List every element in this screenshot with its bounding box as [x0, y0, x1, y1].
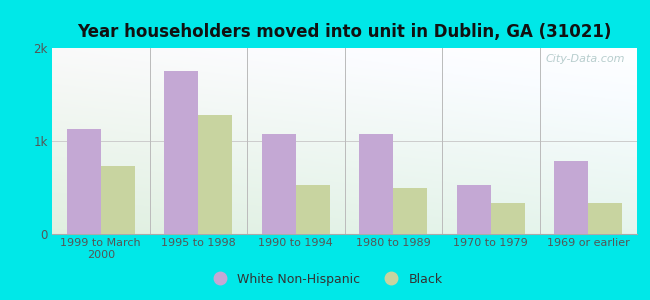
Bar	[393, 188, 428, 234]
Text: City-Data.com: City-Data.com	[546, 54, 625, 64]
Legend: White Non-Hispanic, Black: White Non-Hispanic, Black	[202, 268, 448, 291]
Bar	[261, 134, 296, 234]
Bar	[66, 129, 101, 234]
Bar	[198, 115, 233, 234]
Bar	[296, 185, 330, 234]
Bar	[588, 203, 623, 234]
Title: Year householders moved into unit in Dublin, GA (31021): Year householders moved into unit in Dub…	[77, 23, 612, 41]
Bar	[554, 161, 588, 234]
Bar	[491, 203, 525, 234]
Bar	[457, 185, 491, 234]
Bar	[164, 71, 198, 234]
Bar	[359, 134, 393, 234]
Bar	[101, 166, 135, 234]
